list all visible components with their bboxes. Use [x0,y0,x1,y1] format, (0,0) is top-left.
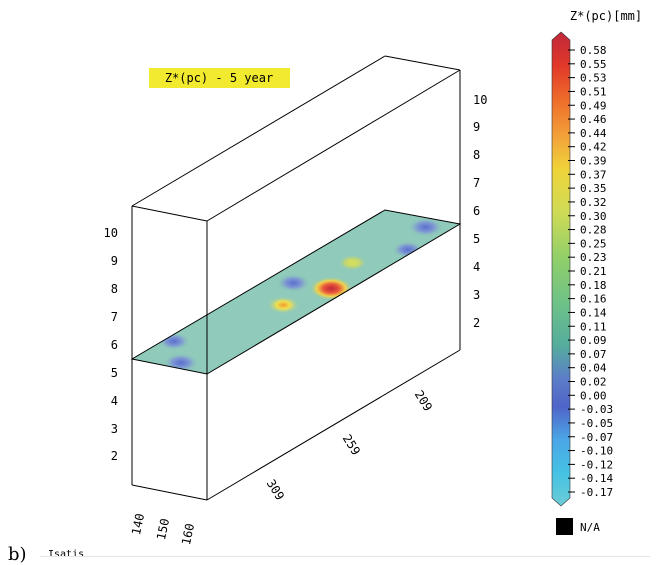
heatmap-hotspot [163,352,199,373]
colorbar: Z*(pc)[mm] 0.580.550.530.510.490.460.440… [551,9,642,535]
na-swatch [556,518,573,535]
colorbar-tick-label: 0.02 [580,376,607,389]
colorbar-tick-label: -0.07 [580,431,613,444]
colorbar-tick-label: -0.10 [580,445,613,458]
left-tick-label: 10 [104,226,118,240]
box-edge-bottom-right [206,349,461,501]
colorbar-tick-label: 0.07 [580,348,607,361]
colorbar-tick-label: 0.46 [580,113,607,126]
colorbar-tick-label: -0.12 [580,458,613,471]
front-tick-label: 160 [179,522,197,546]
colorbar-tick-label: -0.03 [580,403,613,416]
box-edge-top-right [384,55,461,71]
front-axis: 140 150 160 [129,512,197,546]
left-tick-label: 4 [111,394,118,408]
software-label: Isatis [48,549,84,560]
colorbar-tick-label: -0.14 [580,472,613,485]
colorbar-tick-label: 0.51 [580,85,607,98]
left-tick-label: 7 [111,310,118,324]
colorbar-tick-label: 0.23 [580,251,607,264]
colorbar-tick-label: 0.21 [580,265,607,278]
heatmap-hotspot [309,276,354,301]
colorbar-tick-label: 0.58 [580,44,607,57]
right-tick-label: 9 [473,120,480,134]
figure-label: b) [8,544,27,565]
na-label: N/A [580,521,600,534]
colorbar-tick-label: 0.32 [580,196,607,209]
colorbar-tick-label: 0.25 [580,237,607,250]
colorbar-tick-label: 0.42 [580,141,607,154]
box-front-edges [131,69,461,501]
left-vertical-axis: 10 9 8 7 6 5 4 3 2 [104,226,118,463]
colorbar-tick-label: 0.00 [580,389,607,402]
right-tick-label: 5 [473,232,480,246]
colorbar-tick-label: 0.44 [580,127,607,140]
left-tick-label: 5 [111,366,118,380]
right-tick-label: 7 [473,176,480,190]
front-tick-label: 140 [129,512,147,536]
heatmap-hotspot [266,295,301,315]
colorbar-tick-label: 0.39 [580,155,607,168]
right-tick-label: 10 [473,93,487,107]
depth-tick-label: 209 [412,388,435,414]
colorbar-tick-label: 0.11 [580,320,607,333]
footer-divider [40,556,650,557]
colorbar-tick-label: 0.35 [580,182,607,195]
colorbar-tick-label: 0.04 [580,362,607,375]
heatmap-slice [130,209,462,375]
box-edge-front-bottom [131,484,208,501]
right-tick-label: 6 [473,204,480,218]
colorbar-tick-label: 0.49 [580,99,607,112]
front-tick-label: 150 [154,517,172,541]
colorbar-tick-label: -0.05 [580,417,613,430]
colorbar-ticks: 0.580.550.530.510.490.460.440.420.390.37… [568,44,613,499]
colorbar-title: Z*(pc)[mm] [570,9,642,23]
chart-title: Z*(pc) - 5 year [149,68,290,88]
left-tick-label: 2 [111,449,118,463]
colorbar-tick-label: 0.28 [580,224,607,237]
box-edge-back-top [131,55,386,207]
heatmap-hotspot [407,217,444,237]
heatmap-hotspot [337,254,368,271]
depth-tick-label: 259 [340,432,363,458]
colorbar-tick-label: 0.37 [580,168,607,181]
box-edge-front-top [131,205,208,222]
left-tick-label: 8 [111,282,118,296]
colorbar-tick-label: 0.16 [580,293,607,306]
right-tick-label: 3 [473,288,480,302]
slice-outline [130,209,462,375]
colorbar-tick-label: 0.18 [580,279,607,292]
heatmap-hotspot [392,241,424,259]
left-tick-label: 3 [111,422,118,436]
right-tick-label: 4 [473,260,480,274]
left-tick-label: 9 [111,254,118,268]
colorbar-tick-label: 0.55 [580,58,607,71]
heatmap-hotspot [276,273,311,293]
right-tick-label: 2 [473,316,480,330]
box-back-edges [131,55,461,350]
left-tick-label: 6 [111,338,118,352]
depth-tick-label: 309 [264,477,287,503]
title-text: Z*(pc) - 5 year [165,71,273,85]
colorbar-tick-label: -0.17 [580,486,613,499]
colorbar-ramp [551,31,571,507]
colorbar-tick-label: 0.53 [580,72,607,85]
right-vertical-axis: 10 9 8 7 6 5 4 3 2 [473,93,487,330]
colorbar-tick-label: 0.09 [580,334,607,347]
depth-axis: 309 259 209 [264,388,435,503]
colorbar-tick-label: 0.14 [580,306,607,319]
colorbar-tick-label: 0.30 [580,210,607,223]
right-tick-label: 8 [473,148,480,162]
title-highlight [149,68,290,88]
box-edge-top-front [206,69,461,222]
